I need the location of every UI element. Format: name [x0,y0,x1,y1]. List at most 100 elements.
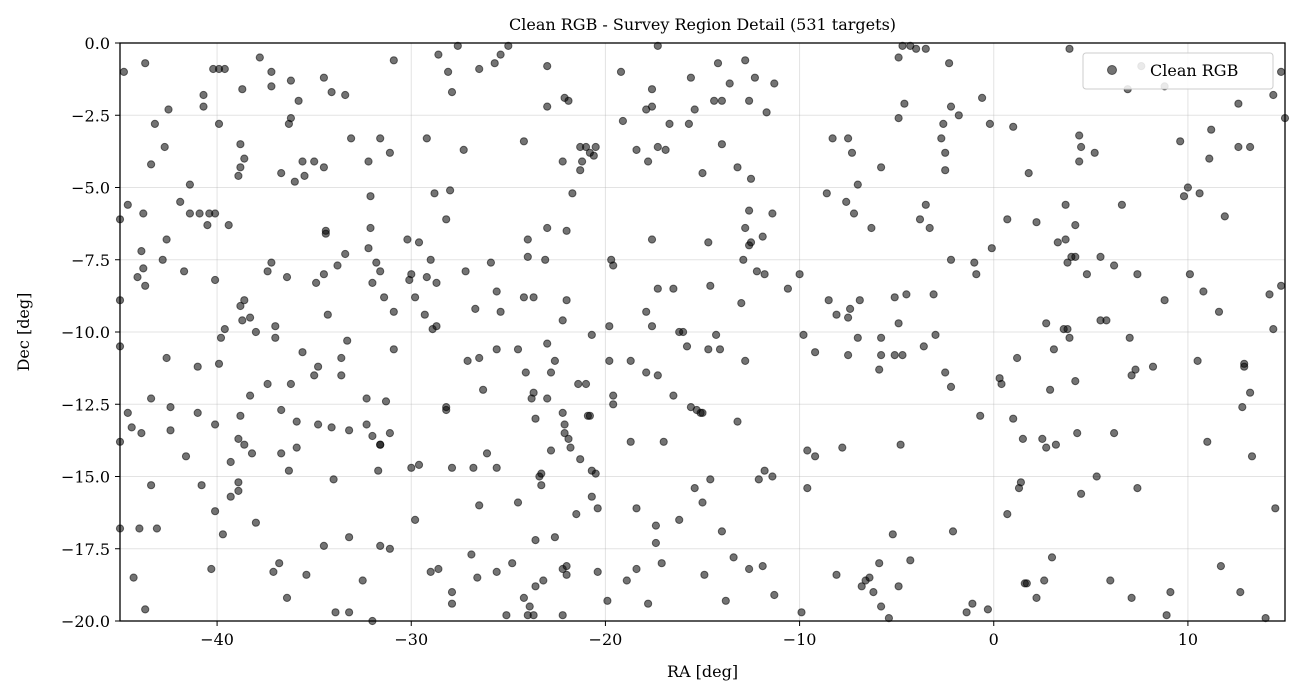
data-point [294,96,303,105]
data-point [195,209,204,218]
data-point [141,605,150,614]
data-point [185,209,194,218]
data-point [546,446,556,455]
data-point [869,588,878,597]
y-tick-label: −10.0 [61,323,110,342]
data-point [234,478,243,487]
data-point [550,356,560,365]
data-point [376,541,385,551]
data-point [331,608,340,617]
y-axis-ticks: 0.0 −2.5 −5.0 −7.5 −10.0 −12.5 −15.0 −17.5 −20.0 [61,34,120,631]
data-point [442,215,451,224]
data-point [164,105,173,114]
data-point [770,79,779,88]
data-point [661,145,670,154]
data-point [900,99,909,108]
data-point [581,379,591,389]
data-point [141,59,150,68]
data-point [238,85,247,94]
data-point [263,379,272,389]
data-point [1131,365,1140,374]
data-point [653,41,662,51]
data-point [469,463,478,472]
data-point [1236,588,1245,597]
data-point [1071,377,1080,386]
data-point [490,59,499,68]
data-point [496,307,505,316]
data-point [698,498,707,507]
y-tick-label: −20.0 [61,612,110,631]
data-point [372,258,381,267]
data-point [921,44,930,53]
data-point [941,148,950,157]
data-point [376,134,385,143]
data-point [374,466,383,475]
data-point [842,197,851,206]
x-tick-label: −20 [589,630,623,649]
data-point [166,403,175,412]
data-point [758,232,767,241]
data-point [211,275,220,285]
data-point [1061,235,1070,244]
data-point [783,284,793,293]
data-point [550,533,560,542]
data-point [941,368,950,377]
data-point [123,200,132,209]
data-point [251,518,260,527]
data-point [1205,154,1214,163]
data-point [277,169,286,178]
x-tick-label: −30 [394,630,428,649]
data-points [115,41,1290,626]
data-point [447,88,457,97]
data-point [603,596,612,605]
data-point [618,116,628,126]
data-point [442,405,451,415]
data-point [669,391,678,400]
data-point [389,56,398,65]
data-point [675,327,684,337]
data-point [675,515,684,525]
data-point [1077,489,1086,498]
data-point [750,73,760,82]
data-point [137,429,146,438]
data-point [1075,131,1084,140]
data-point [492,567,501,577]
data-point [203,221,212,230]
data-point [341,249,350,259]
data-point [271,333,280,342]
data-point [1265,290,1274,299]
data-point [147,394,156,403]
data-point [267,258,276,267]
data-point [558,408,567,417]
data-point [902,290,911,299]
data-point [929,290,938,299]
data-point [653,284,662,293]
data-point [978,93,987,103]
data-point [211,420,220,429]
data-point [411,515,420,525]
data-point [123,408,132,417]
data-point [799,330,808,339]
data-point [1071,252,1080,261]
data-point [877,163,886,172]
data-point [277,405,286,415]
data-point [1216,562,1226,571]
data-point [1176,137,1185,146]
data-point [877,351,886,360]
data-point [319,541,328,551]
data-point [263,267,272,276]
data-point [803,446,812,455]
data-point [329,475,338,484]
data-point [560,93,569,103]
data-point [558,611,567,620]
data-point [686,73,696,82]
data-point [162,235,171,244]
data-point [562,226,571,235]
data-point [706,475,715,484]
data-point [226,492,235,501]
data-point [946,382,956,391]
data-point [193,362,202,371]
data-point [632,504,641,513]
data-point [523,235,532,244]
